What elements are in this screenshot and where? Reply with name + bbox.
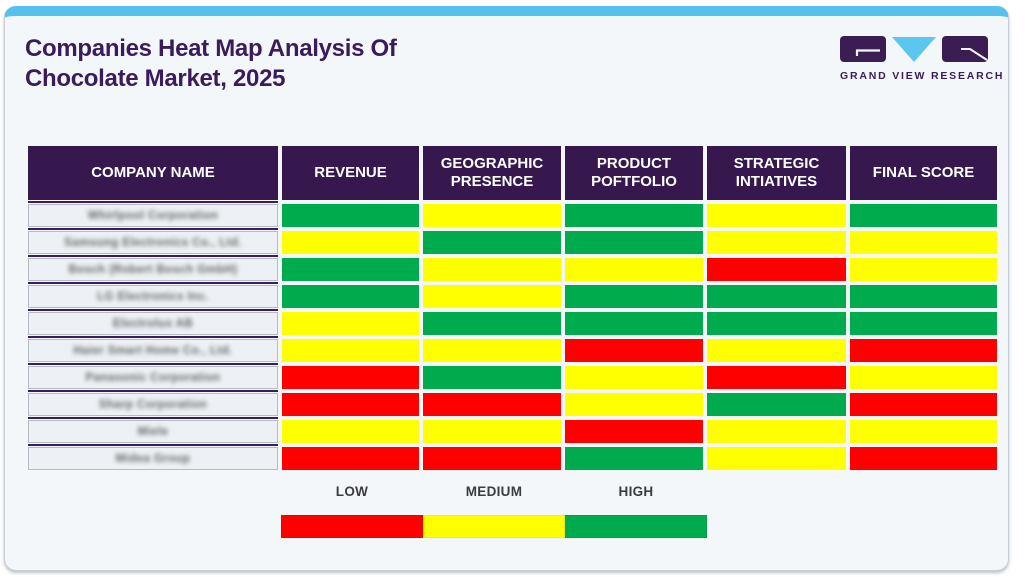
company-name-text: LG Electronics Inc. xyxy=(97,290,209,303)
heatmap-cell xyxy=(565,285,703,308)
heatmap-cell xyxy=(707,339,846,362)
heatmap-cell xyxy=(707,447,846,470)
heatmap-cell xyxy=(850,285,997,308)
heatmap-cell xyxy=(707,258,846,281)
logo-g-icon xyxy=(840,36,886,62)
company-name-cell: Haier Smart Home Co., Ltd. xyxy=(28,336,278,362)
report-card: Companies Heat Map Analysis Of Chocolate… xyxy=(4,6,1009,571)
logo-v-icon xyxy=(892,37,936,62)
legend-label-medium: MEDIUM xyxy=(465,484,523,499)
heatmap-cell xyxy=(850,366,997,389)
heatmap-cell xyxy=(707,285,846,308)
heatmap-cell xyxy=(423,231,561,254)
legend-swatch-medium xyxy=(423,515,565,538)
heatmap-cell xyxy=(707,366,846,389)
heatmap-cell xyxy=(707,393,846,416)
heatmap-cell xyxy=(282,285,419,308)
legend-swatch-low xyxy=(281,515,423,538)
heatmap-cell xyxy=(282,366,419,389)
heatmap-cell xyxy=(565,258,703,281)
heatmap-cell xyxy=(423,366,561,389)
company-name-text: Haier Smart Home Co., Ltd. xyxy=(73,344,233,357)
heatmap-cell xyxy=(282,420,419,443)
heatmap-cell xyxy=(423,420,561,443)
heatmap-cell xyxy=(565,339,703,362)
company-name-cell: Miele xyxy=(28,417,278,443)
company-name-text: Midea Group xyxy=(115,452,191,465)
company-name-cell: Whirlpool Corporation xyxy=(28,201,278,227)
company-name-text: Panasonic Corporation xyxy=(85,371,221,384)
heatmap-cell xyxy=(707,312,846,335)
company-name-cell: Panasonic Corporation xyxy=(28,363,278,389)
heatmap-cell xyxy=(282,393,419,416)
heatmap-cell xyxy=(423,285,561,308)
heatmap-cell xyxy=(565,231,703,254)
heatmap-cell xyxy=(282,258,419,281)
company-name-text: Whirlpool Corporation xyxy=(87,209,219,222)
heatmap-cell xyxy=(565,366,703,389)
heatmap-cell xyxy=(282,447,419,470)
legend-label-high: HIGH xyxy=(618,484,654,499)
legend-color-bar xyxy=(281,515,707,538)
column-header-final-score: FINAL SCORE xyxy=(850,146,997,200)
heatmap-cell xyxy=(850,204,997,227)
column-header-company-name: COMPANY NAME xyxy=(28,146,278,200)
logo-blocks xyxy=(840,36,992,64)
logo-r-icon xyxy=(942,36,988,62)
company-name-cell: Sharp Corporation xyxy=(28,390,278,416)
heatmap-cell xyxy=(282,339,419,362)
heatmap-cell xyxy=(423,447,561,470)
heatmap-cell xyxy=(850,420,997,443)
column-header-product-portfolio: PRODUCT POFTFOLIO xyxy=(565,146,703,200)
heatmap-cell xyxy=(423,312,561,335)
legend-swatch-high xyxy=(565,515,707,538)
heatmap-cell xyxy=(850,258,997,281)
heatmap-cell xyxy=(850,447,997,470)
heatmap-cell xyxy=(282,312,419,335)
legend-label-low: LOW xyxy=(335,484,369,499)
heatmap-cell xyxy=(282,204,419,227)
heatmap-cell xyxy=(707,231,846,254)
heatmap-cell xyxy=(565,393,703,416)
company-name-cell: Electrolux AB xyxy=(28,309,278,335)
company-name-cell: Bosch (Robert Bosch GmbH) xyxy=(28,255,278,281)
heatmap-cell xyxy=(707,204,846,227)
heatmap-cell xyxy=(423,339,561,362)
heatmap-cell xyxy=(565,204,703,227)
company-name-cell: Midea Group xyxy=(28,444,278,470)
heatmap-cell xyxy=(707,420,846,443)
heatmap-cell xyxy=(565,420,703,443)
page-title: Companies Heat Map Analysis Of Chocolate… xyxy=(25,35,397,92)
heatmap-cell xyxy=(423,204,561,227)
column-header-strategic-initiatives: STRATEGIC INTIATIVES xyxy=(707,146,846,200)
heatmap-cell xyxy=(565,312,703,335)
heatmap-cell xyxy=(850,312,997,335)
heatmap-cell xyxy=(423,393,561,416)
company-name-cell: Samsung Electronics Co., Ltd. xyxy=(28,228,278,254)
company-name-text: Miele xyxy=(137,425,169,438)
column-header-revenue: REVENUE xyxy=(282,146,419,200)
logo-text: GRAND VIEW RESEARCH xyxy=(840,70,1005,82)
heatmap-cell xyxy=(850,393,997,416)
company-name-text: Electrolux AB xyxy=(112,317,194,330)
company-name-text: Samsung Electronics Co., Ltd. xyxy=(64,236,242,249)
company-name-text: Sharp Corporation xyxy=(98,398,208,411)
company-name-cell: LG Electronics Inc. xyxy=(28,282,278,308)
heatmap-cell xyxy=(850,231,997,254)
heatmap-table: COMPANY NAME REVENUE GEOGRAPHIC PRESENCE… xyxy=(28,146,997,470)
heatmap-cell xyxy=(565,447,703,470)
heatmap-cell xyxy=(423,258,561,281)
heatmap-cell xyxy=(282,231,419,254)
legend-labels: LOW MEDIUM HIGH xyxy=(281,484,707,499)
heatmap-cell xyxy=(850,339,997,362)
column-header-geographic-presence: GEOGRAPHIC PRESENCE xyxy=(423,146,561,200)
company-name-text: Bosch (Robert Bosch GmbH) xyxy=(68,263,238,276)
grand-view-research-logo: GRAND VIEW RESEARCH xyxy=(840,36,1005,82)
